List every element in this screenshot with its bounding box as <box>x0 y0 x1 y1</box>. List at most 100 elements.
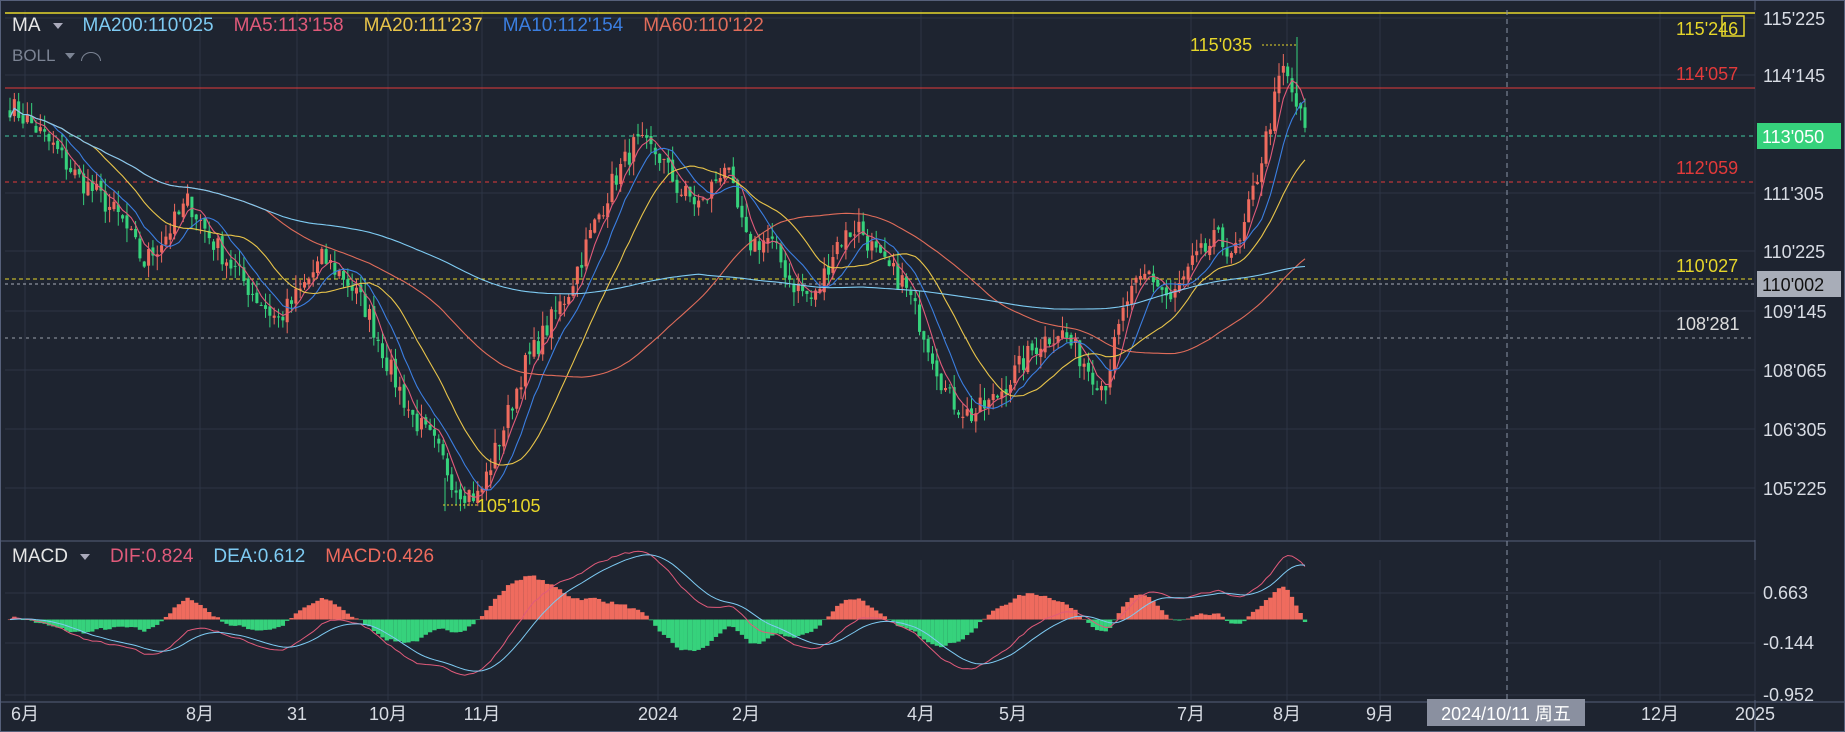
candle[interactable] <box>1008 380 1013 403</box>
candle[interactable] <box>848 232 852 238</box>
candle[interactable] <box>437 434 441 453</box>
candle[interactable] <box>1030 340 1034 356</box>
candle[interactable] <box>987 398 991 415</box>
candle[interactable] <box>710 179 714 213</box>
candle[interactable] <box>302 273 307 290</box>
candle[interactable] <box>619 158 623 192</box>
candle[interactable] <box>1195 239 1199 263</box>
candle[interactable] <box>350 273 354 301</box>
candle[interactable] <box>1147 269 1151 275</box>
candle[interactable] <box>614 167 618 191</box>
candle[interactable] <box>995 394 1000 399</box>
candle[interactable] <box>307 276 311 289</box>
candle[interactable] <box>571 279 575 298</box>
candle[interactable] <box>1160 286 1164 303</box>
candle[interactable] <box>432 418 436 448</box>
candle[interactable] <box>731 157 735 184</box>
candle[interactable] <box>112 191 116 212</box>
candle[interactable] <box>931 346 935 370</box>
candle[interactable] <box>43 115 47 142</box>
candle[interactable] <box>497 444 501 461</box>
candle[interactable] <box>675 174 679 203</box>
candle[interactable] <box>1047 338 1051 348</box>
candle[interactable] <box>1000 378 1004 408</box>
candle[interactable] <box>1173 281 1177 312</box>
candle[interactable] <box>194 213 198 231</box>
candle[interactable] <box>1238 238 1242 254</box>
candle[interactable] <box>225 258 229 279</box>
candle[interactable] <box>1013 355 1017 391</box>
candle[interactable] <box>1190 243 1194 271</box>
chevron-down-icon[interactable] <box>79 554 90 560</box>
candle[interactable] <box>1104 385 1108 405</box>
candle[interactable] <box>935 348 939 391</box>
candle[interactable] <box>138 231 142 262</box>
candle[interactable] <box>835 236 839 260</box>
candle[interactable] <box>103 178 107 223</box>
candle[interactable] <box>12 92 16 122</box>
candle[interactable] <box>809 290 813 306</box>
candle[interactable] <box>108 193 112 223</box>
candle[interactable] <box>562 296 566 317</box>
candle[interactable] <box>632 133 636 176</box>
candle[interactable] <box>1073 332 1077 358</box>
candle[interactable] <box>1043 326 1047 359</box>
candle[interactable] <box>1138 268 1142 286</box>
candle[interactable] <box>60 133 64 159</box>
candle[interactable] <box>528 342 532 365</box>
candle[interactable] <box>805 290 809 302</box>
candle[interactable] <box>645 128 649 149</box>
candle[interactable] <box>177 209 181 216</box>
candle[interactable] <box>853 220 857 249</box>
candle[interactable] <box>82 164 86 206</box>
candle[interactable] <box>30 103 34 124</box>
candle[interactable] <box>450 467 454 498</box>
candle[interactable] <box>627 138 631 176</box>
candle[interactable] <box>792 278 796 306</box>
candle[interactable] <box>502 426 506 454</box>
candle[interactable] <box>606 193 610 228</box>
candle[interactable] <box>398 376 402 405</box>
candle[interactable] <box>601 205 605 219</box>
candle[interactable] <box>129 225 133 231</box>
candle[interactable] <box>56 138 60 154</box>
chevron-down-icon[interactable] <box>52 23 63 29</box>
candle[interactable] <box>640 122 644 138</box>
candle[interactable] <box>1212 218 1216 255</box>
candle[interactable] <box>1099 380 1103 401</box>
candle[interactable] <box>692 185 696 217</box>
candle[interactable] <box>961 403 965 429</box>
candle[interactable] <box>679 188 683 198</box>
candle[interactable] <box>1151 265 1155 293</box>
candle[interactable] <box>567 293 571 306</box>
candle[interactable] <box>1294 81 1298 115</box>
candle[interactable] <box>246 276 250 308</box>
candle[interactable] <box>827 253 831 285</box>
macd-selector[interactable]: MACD <box>12 546 90 568</box>
candle[interactable] <box>90 174 94 203</box>
candle[interactable] <box>536 331 540 361</box>
candle[interactable] <box>896 251 900 290</box>
candle[interactable] <box>844 222 848 260</box>
candle[interactable] <box>259 302 263 307</box>
candle[interactable] <box>160 231 164 263</box>
candle[interactable] <box>666 149 670 175</box>
candle[interactable] <box>688 186 692 203</box>
candle[interactable] <box>1199 233 1203 255</box>
candle[interactable] <box>822 257 826 301</box>
candle[interactable] <box>909 286 913 305</box>
candle[interactable] <box>1286 62 1290 84</box>
candle[interactable] <box>1060 316 1064 340</box>
candle[interactable] <box>1052 329 1056 353</box>
candle[interactable] <box>458 482 462 512</box>
candle[interactable] <box>623 139 627 168</box>
candle[interactable] <box>662 158 666 174</box>
candle[interactable] <box>380 331 384 368</box>
candle[interactable] <box>593 218 597 234</box>
candle[interactable] <box>212 238 216 261</box>
candle[interactable] <box>493 429 497 470</box>
candle[interactable] <box>216 234 220 261</box>
candle[interactable] <box>251 282 255 302</box>
candle[interactable] <box>333 250 337 279</box>
candle[interactable] <box>649 126 653 153</box>
